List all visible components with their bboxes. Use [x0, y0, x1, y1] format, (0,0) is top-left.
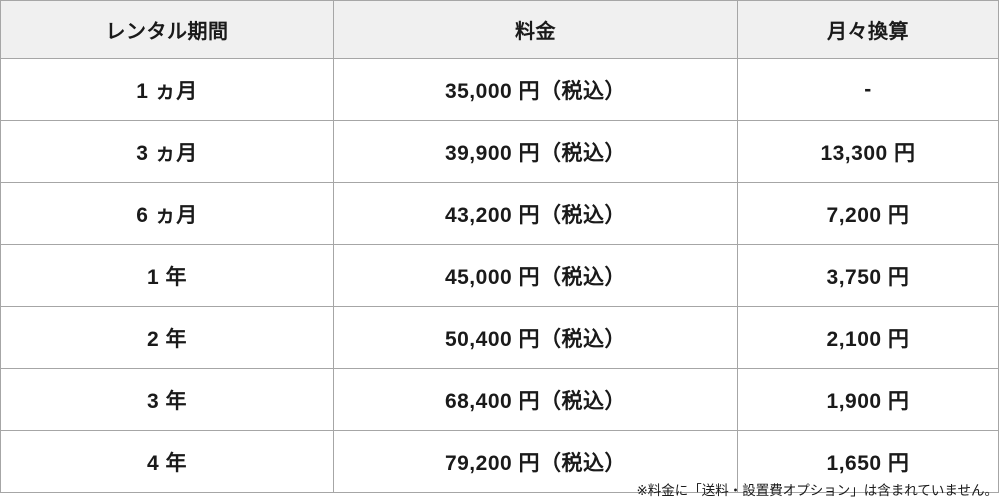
- table-row: 1 ヵ月 35,000 円（税込） -: [0, 58, 999, 121]
- monthly-cell: 3,750 円: [737, 244, 999, 307]
- fee-cell: 43,200 円（税込）: [333, 182, 738, 245]
- period-cell: 3 年: [0, 368, 334, 431]
- period-cell: 6 ヵ月: [0, 182, 334, 245]
- fee-cell: 35,000 円（税込）: [333, 58, 738, 121]
- column-header-monthly-conversion: 月々換算: [737, 0, 999, 59]
- fee-cell: 45,000 円（税込）: [333, 244, 738, 307]
- monthly-cell: 1,900 円: [737, 368, 999, 431]
- monthly-cell: 7,200 円: [737, 182, 999, 245]
- monthly-cell: 1,650 円: [737, 430, 999, 493]
- table-row: 1 年 45,000 円（税込） 3,750 円: [0, 244, 999, 307]
- fee-cell: 68,400 円（税込）: [333, 368, 738, 431]
- fee-cell: 39,900 円（税込）: [333, 120, 738, 183]
- column-header-rental-period: レンタル期間: [0, 0, 334, 59]
- table-row: 3 年 68,400 円（税込） 1,900 円: [0, 368, 999, 431]
- period-cell: 4 年: [0, 430, 334, 493]
- monthly-cell: 13,300 円: [737, 120, 999, 183]
- monthly-cell: 2,100 円: [737, 306, 999, 369]
- period-cell: 1 年: [0, 244, 334, 307]
- header-row: レンタル期間 料金 月々換算: [0, 0, 999, 59]
- table-row: 2 年 50,400 円（税込） 2,100 円: [0, 306, 999, 369]
- period-cell: 2 年: [0, 306, 334, 369]
- fee-cell: 50,400 円（税込）: [333, 306, 738, 369]
- monthly-cell: -: [737, 58, 999, 121]
- table-row: 3 ヵ月 39,900 円（税込） 13,300 円: [0, 120, 999, 183]
- table-row: 4 年 79,200 円（税込） 1,650 円: [0, 430, 999, 493]
- period-cell: 1 ヵ月: [0, 58, 334, 121]
- column-header-fee: 料金: [333, 0, 738, 59]
- period-cell: 3 ヵ月: [0, 120, 334, 183]
- pricing-footnote: ※料金に「送料・設置費オプション」は含まれていません。: [636, 483, 998, 498]
- table-row: 6 ヵ月 43,200 円（税込） 7,200 円: [0, 182, 999, 245]
